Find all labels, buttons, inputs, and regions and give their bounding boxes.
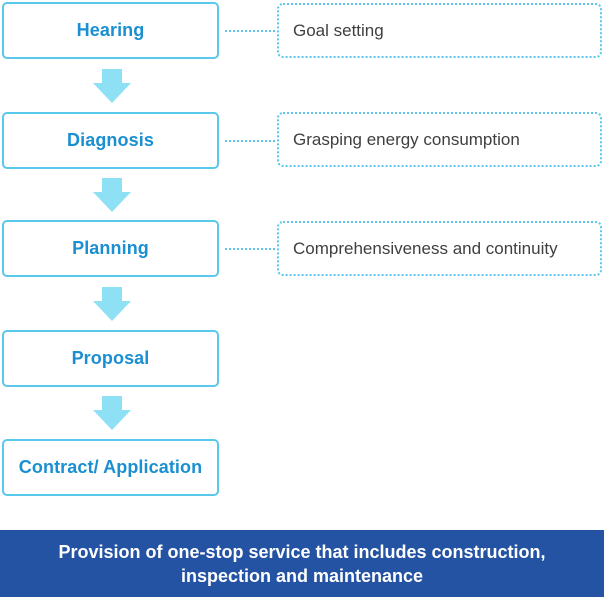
step-proposal: Proposal bbox=[2, 330, 219, 387]
step-planning-label: Planning bbox=[72, 238, 149, 259]
connector-line bbox=[225, 248, 275, 250]
footer-banner: Provision of one-stop service that inclu… bbox=[0, 530, 604, 597]
step-proposal-label: Proposal bbox=[72, 348, 150, 369]
step-diagnosis-label: Diagnosis bbox=[67, 130, 154, 151]
note-grasping-energy-consumption-label: Grasping energy consumption bbox=[293, 130, 520, 150]
step-planning: Planning bbox=[2, 220, 219, 277]
down-arrow-icon bbox=[93, 287, 131, 321]
step-hearing-label: Hearing bbox=[77, 20, 145, 41]
connector-line bbox=[225, 30, 275, 32]
step-contract-application: Contract/ Application bbox=[2, 439, 219, 496]
step-contract-application-label: Contract/ Application bbox=[19, 457, 202, 478]
note-grasping-energy-consumption: Grasping energy consumption bbox=[277, 112, 602, 167]
connector-line bbox=[225, 140, 275, 142]
down-arrow-icon bbox=[93, 396, 131, 430]
down-arrow-icon bbox=[93, 178, 131, 212]
footer-line-2: inspection and maintenance bbox=[181, 564, 423, 588]
note-comprehensiveness-continuity-label: Comprehensiveness and continuity bbox=[293, 239, 558, 259]
note-comprehensiveness-continuity: Comprehensiveness and continuity bbox=[277, 221, 602, 276]
step-diagnosis: Diagnosis bbox=[2, 112, 219, 169]
footer-line-1: Provision of one-stop service that inclu… bbox=[58, 540, 545, 564]
down-arrow-icon bbox=[93, 69, 131, 103]
note-goal-setting-label: Goal setting bbox=[293, 21, 384, 41]
note-goal-setting: Goal setting bbox=[277, 3, 602, 58]
step-hearing: Hearing bbox=[2, 2, 219, 59]
